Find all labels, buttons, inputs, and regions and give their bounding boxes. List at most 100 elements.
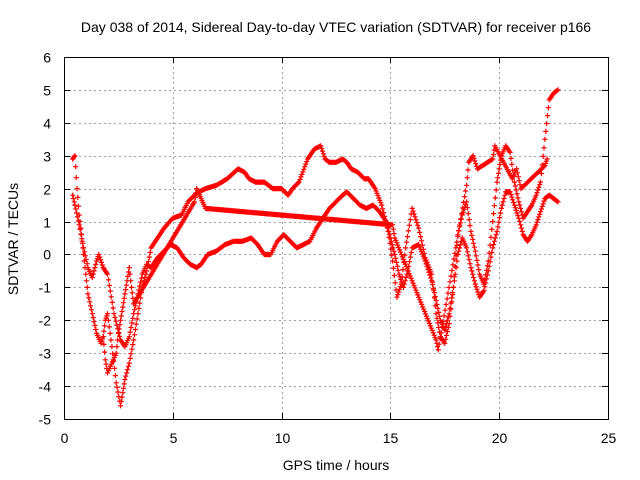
data-point [398, 276, 404, 283]
data-point [102, 357, 108, 363]
data-point [464, 245, 470, 251]
data-point [134, 316, 140, 322]
data-point [499, 202, 505, 208]
data-point [111, 311, 117, 317]
data-point [92, 322, 98, 329]
data-point [120, 385, 127, 391]
data-point [423, 313, 430, 319]
data-point [83, 278, 90, 284]
data-point [396, 244, 402, 251]
data-point [433, 337, 439, 343]
data-point [111, 365, 118, 371]
data-point [302, 164, 308, 170]
data-point [126, 334, 132, 340]
data-point [455, 251, 461, 258]
data-point [491, 238, 497, 244]
data-point [465, 211, 471, 217]
data-point [81, 245, 87, 251]
data-point [493, 187, 499, 193]
data-point [100, 334, 106, 340]
data-point [96, 251, 102, 258]
data-point [93, 261, 99, 267]
data-point [79, 236, 85, 242]
x-tick-label: 5 [170, 430, 178, 446]
data-point [397, 249, 404, 255]
data-point [474, 286, 480, 292]
data-point [517, 222, 524, 228]
data-point [131, 307, 138, 313]
data-point [508, 192, 514, 198]
data-point [432, 335, 438, 341]
data-point [396, 286, 403, 292]
data-point [514, 191, 520, 197]
data-point [123, 373, 129, 379]
data-point [490, 218, 496, 225]
data-point [471, 244, 477, 250]
data-point [426, 320, 432, 326]
data-point [406, 259, 413, 265]
data-point [433, 297, 439, 304]
data-point [300, 169, 306, 175]
data-point [434, 301, 440, 308]
data-point [406, 271, 412, 277]
data-point [469, 232, 475, 238]
data-point [535, 217, 541, 223]
data-point [74, 214, 81, 220]
data-point [417, 244, 423, 250]
data-point [72, 202, 78, 208]
data-point [398, 252, 405, 258]
data-point [87, 299, 93, 305]
data-point [470, 271, 476, 277]
data-point [418, 238, 425, 244]
data-point [102, 349, 108, 355]
data-point [118, 398, 124, 404]
data-point [509, 161, 515, 167]
data-point [109, 344, 115, 350]
data-point [515, 195, 521, 201]
data-point [405, 228, 411, 234]
data-point [493, 232, 499, 238]
data-point [511, 202, 517, 208]
data-point [507, 189, 513, 195]
data-point [539, 203, 545, 209]
data-point [299, 171, 305, 177]
data-point [495, 175, 501, 181]
data-point [458, 216, 464, 222]
data-point [85, 291, 91, 297]
data-point [376, 195, 382, 201]
data-point [130, 315, 136, 321]
data-point [456, 228, 462, 234]
data-point [115, 389, 121, 395]
data-point [464, 249, 470, 255]
data-point [470, 236, 476, 242]
data-point [320, 151, 326, 157]
data-point [464, 205, 470, 211]
data-point [380, 206, 386, 212]
y-tick-label: 3 [43, 149, 51, 165]
data-point [438, 330, 444, 336]
data-point [390, 258, 396, 264]
data-point [444, 317, 450, 323]
data-point [409, 205, 415, 211]
data-point [77, 226, 83, 232]
data-point [102, 323, 108, 329]
data-point [319, 148, 326, 154]
data-point [502, 192, 508, 198]
data-point [395, 292, 401, 298]
data-point [512, 183, 518, 189]
data-point [422, 308, 428, 315]
data-point [519, 228, 525, 234]
data-point [128, 278, 134, 284]
data-point [462, 194, 468, 200]
data-point [453, 265, 459, 271]
data-point [429, 278, 435, 284]
data-point [442, 327, 448, 333]
data-point [461, 199, 467, 205]
data-point [404, 234, 411, 240]
data-point [400, 267, 406, 273]
data-point [83, 257, 89, 263]
data-point [138, 279, 144, 285]
data-point [476, 267, 482, 273]
data-point [321, 153, 327, 159]
data-point [429, 327, 435, 334]
